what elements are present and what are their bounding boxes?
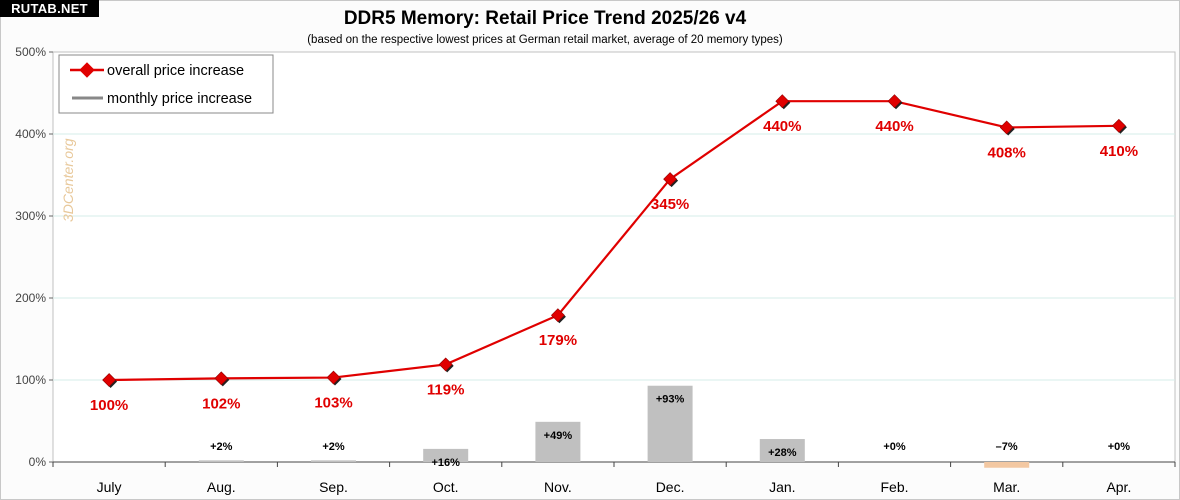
bar-value-label: +16% bbox=[431, 457, 460, 469]
x-tick-label: Nov. bbox=[544, 479, 572, 495]
legend-label-monthly: monthly price increase bbox=[107, 91, 252, 107]
monthly-bar bbox=[423, 448, 469, 462]
credit-text: 3DCenter.org bbox=[60, 138, 76, 222]
y-tick-label: 0% bbox=[29, 455, 47, 469]
data-point bbox=[663, 172, 678, 187]
bar-value-label: +28% bbox=[768, 447, 797, 459]
legend: overall price increase monthly price inc… bbox=[58, 54, 274, 114]
monthly-bar bbox=[535, 421, 581, 462]
data-point bbox=[102, 373, 117, 387]
data-point bbox=[438, 357, 453, 372]
data-point bbox=[887, 94, 902, 109]
x-tick-label: Dec. bbox=[656, 479, 685, 495]
x-tick-label: July bbox=[97, 479, 122, 495]
bar-value-label: –7% bbox=[996, 441, 1018, 453]
chart-subtitle: (based on the respective lowest prices a… bbox=[307, 34, 783, 46]
x-tick-label: Feb. bbox=[880, 479, 908, 495]
monthly-bar bbox=[311, 460, 356, 462]
data-label: 103% bbox=[314, 395, 352, 412]
data-label: 410% bbox=[1100, 143, 1138, 160]
x-tick-label: Jan. bbox=[769, 479, 795, 495]
overall-line: 100% 102% 103% 119% 179% 345% 440% 440% 408% 410% bbox=[90, 94, 1138, 414]
monthly-bar bbox=[647, 385, 693, 462]
data-point bbox=[1111, 118, 1126, 133]
bar-value-label: +2% bbox=[322, 441, 345, 453]
bar-value-label: +2% bbox=[210, 441, 233, 453]
data-point bbox=[326, 370, 341, 385]
data-point bbox=[214, 371, 229, 386]
data-label: 345% bbox=[651, 196, 689, 213]
y-axis: 0% 100% 200% 300% 400% 500% bbox=[15, 45, 53, 469]
y-tick-label: 100% bbox=[15, 373, 46, 387]
data-label: 440% bbox=[875, 118, 913, 135]
data-point bbox=[550, 308, 565, 323]
monthly-bar bbox=[984, 462, 1030, 468]
gridlines bbox=[52, 51, 1176, 463]
data-point bbox=[775, 94, 790, 109]
x-tick-label: Aug. bbox=[207, 479, 236, 495]
watermark-badge: RUTAB.NET bbox=[0, 0, 99, 17]
x-tick-label: Oct. bbox=[433, 479, 459, 495]
monthly-bar bbox=[759, 439, 805, 462]
y-tick-label: 300% bbox=[15, 209, 46, 223]
y-tick-label: 200% bbox=[15, 291, 46, 305]
chart-title: DDR5 Memory: Retail Price Trend 2025/26 … bbox=[344, 8, 747, 29]
legend-diamond-icon bbox=[79, 62, 95, 78]
data-label: 408% bbox=[988, 144, 1026, 161]
monthly-bars: +2% +2% +16% +49% +93% +28% +0% –7% +0% bbox=[198, 385, 1131, 469]
data-label: 100% bbox=[90, 397, 128, 414]
x-tick-label: Sep. bbox=[319, 479, 348, 495]
data-label: 102% bbox=[202, 395, 240, 412]
bar-value-label: +0% bbox=[883, 441, 906, 453]
bar-value-label: +93% bbox=[656, 394, 685, 406]
data-label: 119% bbox=[427, 381, 465, 398]
overall-line-path bbox=[109, 100, 1119, 382]
monthly-bar bbox=[198, 460, 244, 462]
y-tick-label: 400% bbox=[15, 127, 46, 141]
legend-label-overall: overall price increase bbox=[107, 63, 244, 79]
y-tick-label: 500% bbox=[15, 45, 46, 59]
bar-value-label: +49% bbox=[544, 430, 573, 442]
x-tick-label: Mar. bbox=[993, 479, 1020, 495]
x-tick-label: Apr. bbox=[1106, 479, 1131, 495]
plot-area bbox=[52, 51, 1176, 463]
legend-box bbox=[58, 54, 274, 114]
data-label: 179% bbox=[539, 332, 577, 349]
bar-value-label: +0% bbox=[1108, 441, 1131, 453]
data-label: 440% bbox=[763, 118, 801, 135]
data-point bbox=[999, 120, 1014, 135]
